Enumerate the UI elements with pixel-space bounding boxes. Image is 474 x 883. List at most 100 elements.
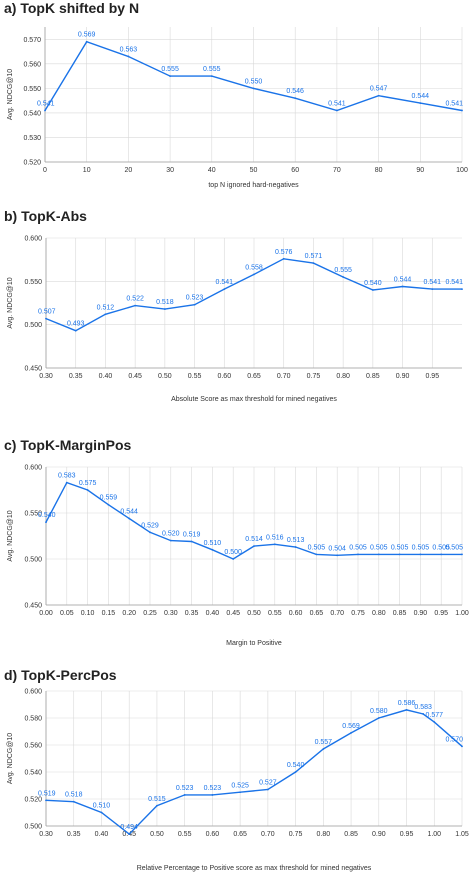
x-tick-label: 0.60 <box>289 610 303 617</box>
x-tick-label: 0.55 <box>268 610 282 617</box>
data-point <box>211 794 214 796</box>
data-point <box>253 545 255 548</box>
x-tick-label: 0.30 <box>39 373 53 380</box>
data-label: 0.525 <box>231 782 249 789</box>
data-point <box>266 788 269 791</box>
x-tick-label: 0.90 <box>372 831 386 838</box>
data-point <box>440 553 443 556</box>
data-point <box>190 540 193 543</box>
y-tick-label: 0.560 <box>23 61 41 68</box>
x-tick-label: 0.40 <box>95 831 109 838</box>
x-axis-title: top N ignored hard-negatives <box>208 182 299 189</box>
data-label: 0.523 <box>186 295 204 302</box>
data-label: 0.555 <box>334 267 352 274</box>
data-point <box>371 289 374 291</box>
data-label: 0.493 <box>67 321 85 328</box>
x-tick-label: 0.95 <box>434 610 448 617</box>
data-point <box>253 273 255 276</box>
data-point <box>169 75 172 77</box>
data-label: 0.522 <box>126 296 144 303</box>
x-tick-label: 0.75 <box>351 610 365 617</box>
x-tick-label: 0.95 <box>400 831 414 838</box>
data-label: 0.529 <box>141 522 159 529</box>
data-point <box>315 553 318 556</box>
data-point <box>433 721 436 723</box>
y-axis-title: Avg. NDCG@10 <box>7 277 14 328</box>
data-point <box>377 94 380 97</box>
data-point <box>74 329 77 332</box>
chart-panel-a: a) TopK shifted by N 0 10 20 30 40 50 60 70 80 90… <box>0 0 474 212</box>
data-label: 0.541 <box>216 279 234 286</box>
x-tick-label: 0.80 <box>372 610 386 617</box>
x-tick-label: 0.50 <box>150 831 164 838</box>
data-point <box>377 717 380 719</box>
chart-c: 0.00 0.05 0.10 0.15 0.20 0.25 0.30 0.35 0.40 0.45… <box>7 465 469 648</box>
y-tick-label: 0.550 <box>24 279 42 286</box>
x-axis-title: Absolute Score as max threshold for mine… <box>171 396 337 403</box>
data-point <box>134 304 137 307</box>
data-label: 0.580 <box>370 708 388 715</box>
x-tick-label: 0.35 <box>67 831 81 838</box>
x-tick-label: 0.20 <box>122 610 136 617</box>
x-tick-label: 30 <box>166 167 174 174</box>
x-tick-label: 0.85 <box>393 610 407 617</box>
data-label: 0.540 <box>364 280 382 287</box>
data-point <box>239 791 242 794</box>
x-tick-label: 0.80 <box>336 373 350 380</box>
x-tick-label: 0.50 <box>158 373 172 380</box>
x-tick-label: 20 <box>125 167 133 174</box>
y-tick-label: 0.580 <box>24 716 42 723</box>
x-tick-label: 100 <box>456 167 468 174</box>
chart-b: 0.30 0.35 0.40 0.45 0.50 0.55 0.60 0.65 0.70 0.75… <box>7 236 463 404</box>
data-point <box>193 303 196 306</box>
x-tick-label: 0.75 <box>307 373 321 380</box>
data-label: 0.527 <box>259 780 277 787</box>
x-tick-label: 60 <box>291 167 299 174</box>
x-tick-label: 0.70 <box>261 831 275 838</box>
data-label: 0.514 <box>245 536 263 543</box>
data-label: 0.550 <box>245 78 263 85</box>
x-tick-label: 90 <box>416 167 424 174</box>
x-tick-label: 50 <box>250 167 258 174</box>
data-label: 0.504 <box>328 545 346 552</box>
data-label: 0.576 <box>275 249 293 256</box>
data-label: 0.512 <box>97 304 115 311</box>
x-tick-label: 0.55 <box>178 831 192 838</box>
data-label: 0.558 <box>245 264 263 271</box>
x-axis-title: Margin to Positive <box>226 640 282 647</box>
data-label: 0.523 <box>176 785 194 792</box>
y-axis-title: Avg. NDCG@10 <box>7 69 14 120</box>
x-tick-label: 0.85 <box>344 831 358 838</box>
y-tick-label: 0.550 <box>23 86 41 93</box>
data-label: 0.510 <box>93 803 111 810</box>
data-label: 0.507 <box>38 309 56 316</box>
x-tick-label: 0.65 <box>233 831 247 838</box>
data-label: 0.547 <box>370 86 388 93</box>
data-point <box>312 262 315 265</box>
x-tick-label: 0.95 <box>425 373 439 380</box>
x-tick-label: 0.35 <box>69 373 83 380</box>
data-point <box>294 97 297 100</box>
data-label: 0.570 <box>445 736 463 743</box>
x-tick-label: 10 <box>83 167 91 174</box>
data-point <box>65 481 68 484</box>
chart-title-b: b) TopK-Abs <box>4 208 87 224</box>
x-tick-label: 0.60 <box>206 831 220 838</box>
chart-panel-b: b) TopK-Abs 0.30 0.35 0.40 0.45 0.50 0.55 0.60… <box>0 208 474 428</box>
x-tick-label: 0.55 <box>188 373 202 380</box>
x-tick-label: 0.05 <box>60 610 74 617</box>
y-tick-label: 0.540 <box>24 770 42 777</box>
x-tick-label: 0.65 <box>247 373 261 380</box>
data-point <box>405 709 408 711</box>
y-tick-label: 0.570 <box>23 37 41 44</box>
data-label: 0.540 <box>287 762 305 769</box>
data-point <box>342 276 345 278</box>
data-point <box>401 285 404 288</box>
y-tick-label: 0.500 <box>24 557 42 564</box>
x-tick-label: 0.60 <box>217 373 231 380</box>
data-point <box>336 554 339 557</box>
data-label: 0.541 <box>328 100 346 107</box>
y-tick-label: 0.600 <box>24 465 42 472</box>
data-label: 0.563 <box>120 46 138 53</box>
x-tick-label: 40 <box>208 167 216 174</box>
